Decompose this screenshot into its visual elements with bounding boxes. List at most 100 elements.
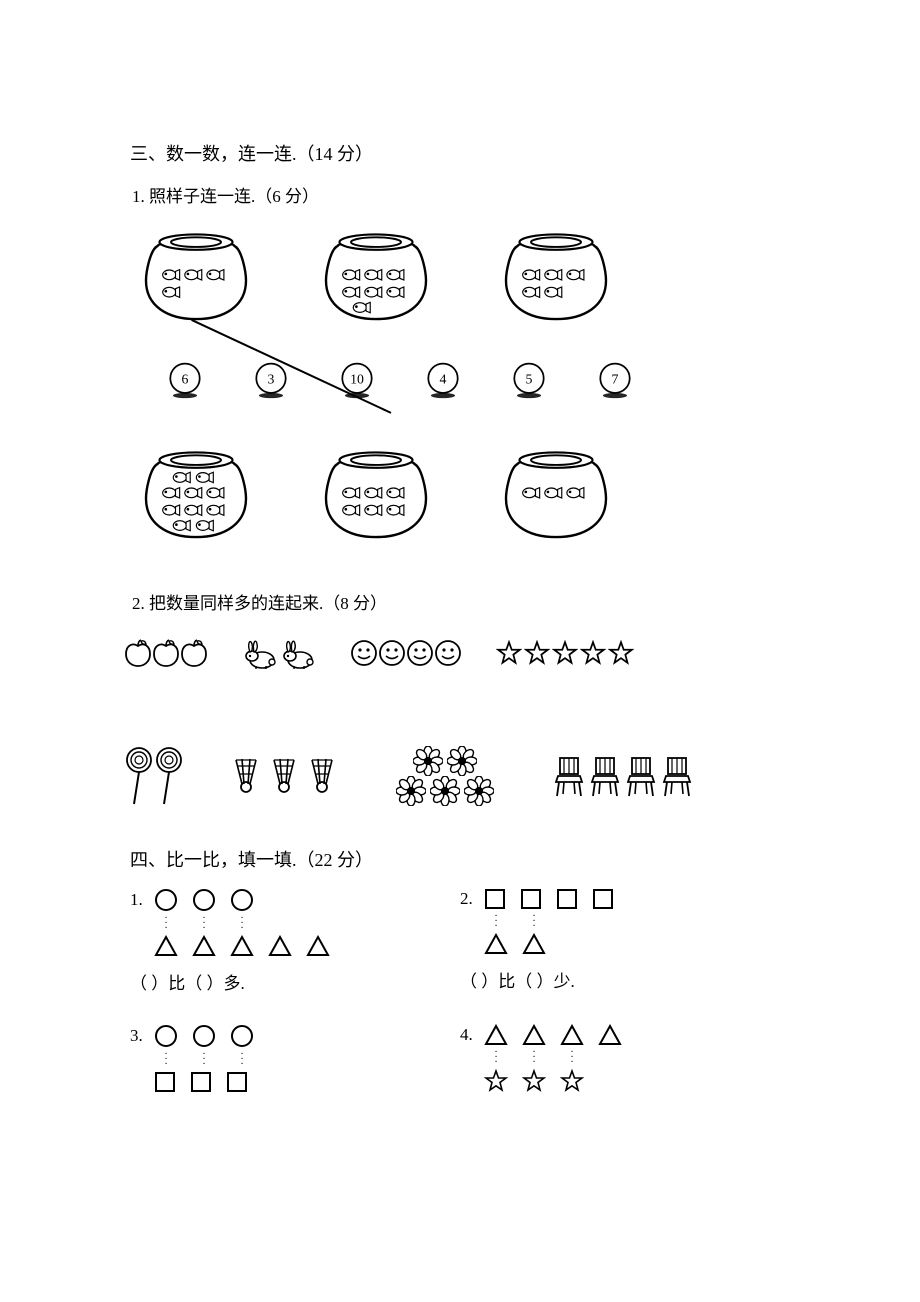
smiley-icon	[434, 639, 462, 667]
shuttlecock-icon	[268, 756, 300, 796]
number-ball: 7	[596, 361, 634, 399]
circle-shape	[192, 1024, 216, 1048]
compare-answer: （ ）比（ ）多.	[130, 969, 460, 994]
svg-text:10: 10	[350, 371, 364, 386]
triangle-shape	[154, 935, 178, 957]
q2-top-row	[124, 636, 790, 670]
svg-text:7: 7	[612, 371, 619, 386]
svg-text:3: 3	[268, 371, 275, 386]
square-shape	[484, 888, 506, 910]
number-ball: 4	[424, 361, 462, 399]
star-icon	[484, 1069, 508, 1093]
smiley-icon	[350, 639, 378, 667]
shuttlecock-icon	[230, 756, 262, 796]
smiley-icon	[378, 639, 406, 667]
rabbit-icon	[280, 636, 316, 670]
svg-text:5: 5	[526, 371, 533, 386]
compare-item: 2.······（ ）比（ ）少.	[460, 888, 790, 994]
fishbowl-icon	[496, 221, 616, 321]
triangle-shape	[484, 1024, 508, 1046]
section4: 四、比一比，填一填.（22 分） 1.·········（ ）比（ ）多.2.·…	[130, 846, 790, 1123]
triangle-shape	[598, 1024, 622, 1046]
item-index: 2.	[460, 889, 484, 909]
triangle-shape	[230, 935, 254, 957]
chair-icon	[588, 754, 622, 798]
vertical-dots: ···	[484, 914, 508, 929]
shuttlecock-icon	[306, 756, 338, 796]
section4-grid: 1.·········（ ）比（ ）多.2.······（ ）比（ ）少.3.·…	[130, 888, 790, 1123]
svg-text:4: 4	[440, 371, 447, 386]
vertical-dots: ···	[192, 916, 216, 931]
triangle-shape	[522, 933, 546, 955]
item-index: 1.	[130, 890, 154, 910]
fishbowl-icon	[136, 439, 256, 539]
triangle-shape	[306, 935, 330, 957]
flower-icon	[413, 746, 443, 776]
compare-item: 3.·········	[130, 1024, 460, 1093]
circle-shape	[192, 888, 216, 912]
star-icon	[496, 640, 522, 666]
fishbowl-icon	[316, 439, 436, 539]
item-index: 3.	[130, 1026, 154, 1046]
lollipop-icon	[124, 746, 154, 806]
vertical-dots: ···	[192, 1052, 216, 1067]
q1-top-row	[136, 221, 790, 321]
lollipop-icon	[154, 746, 184, 806]
fishbowl-icon	[136, 221, 256, 321]
vertical-dots: ···	[154, 1052, 178, 1067]
star-icon	[552, 640, 578, 666]
number-ball: 5	[510, 361, 548, 399]
number-ball: 6	[166, 361, 204, 399]
compare-item: 4.·········	[460, 1024, 790, 1093]
number-ball: 10	[338, 361, 376, 399]
square-shape	[190, 1071, 212, 1093]
item-index: 4.	[460, 1025, 484, 1045]
circle-shape	[230, 1024, 254, 1048]
square-shape	[226, 1071, 248, 1093]
vertical-dots: ···	[522, 914, 546, 929]
vertical-dots: ···	[154, 916, 178, 931]
circle-shape	[154, 888, 178, 912]
section3-q1-title: 1. 照样子连一连.（6 分）	[132, 182, 790, 207]
svg-text:6: 6	[182, 371, 189, 386]
flower-group	[396, 746, 494, 806]
vertical-dots: ···	[522, 1050, 546, 1065]
smiley-icon	[406, 639, 434, 667]
q2-bot-row	[124, 746, 790, 806]
triangle-shape	[268, 935, 292, 957]
flower-icon	[464, 776, 494, 806]
apple-icon	[180, 638, 208, 668]
fishbowl-icon	[316, 221, 436, 321]
q1-numbers-row: 6 3 10 4 5 7	[166, 361, 790, 399]
circle-shape	[230, 888, 254, 912]
star-icon	[522, 1069, 546, 1093]
triangle-shape	[522, 1024, 546, 1046]
vertical-dots: ···	[560, 1050, 584, 1065]
worksheet-page: 三、数一数，连一连.（14 分） 1. 照样子连一连.（6 分）	[0, 0, 920, 1183]
q1-row1-block: 6 3 10 4 5 7	[130, 221, 790, 399]
compare-answer: （ ）比（ ）少.	[460, 967, 790, 992]
star-icon	[580, 640, 606, 666]
star-icon	[608, 640, 634, 666]
circle-shape	[154, 1024, 178, 1048]
section3-q2-title: 2. 把数量同样多的连起来.（8 分）	[132, 589, 790, 614]
chair-icon	[624, 754, 658, 798]
triangle-shape	[560, 1024, 584, 1046]
star-icon	[524, 640, 550, 666]
fishbowl-icon	[496, 439, 616, 539]
rabbit-icon	[242, 636, 278, 670]
apple-icon	[152, 638, 180, 668]
apple-icon	[124, 638, 152, 668]
section3-title: 三、数一数，连一连.（14 分）	[130, 140, 790, 166]
vertical-dots: ···	[230, 916, 254, 931]
square-shape	[556, 888, 578, 910]
star-icon	[560, 1069, 584, 1093]
square-shape	[520, 888, 542, 910]
square-shape	[592, 888, 614, 910]
vertical-dots: ···	[230, 1052, 254, 1067]
flower-icon	[430, 776, 460, 806]
q1-bottom-row	[136, 439, 790, 539]
chair-icon	[552, 754, 586, 798]
section4-title: 四、比一比，填一填.（22 分）	[130, 846, 790, 872]
flower-icon	[447, 746, 477, 776]
